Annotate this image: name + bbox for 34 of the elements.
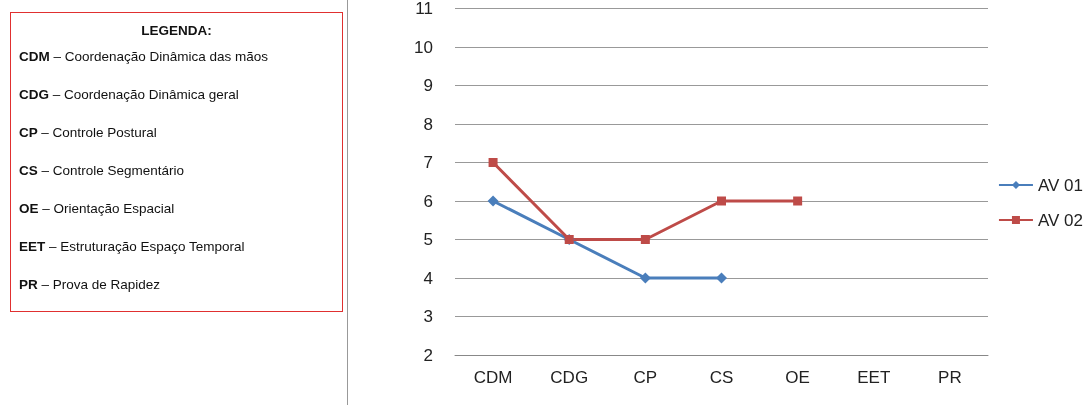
x-tick-label: CDM <box>473 368 513 387</box>
point <box>717 196 726 206</box>
point <box>487 195 499 207</box>
text: EET – Estruturação Espaço Temporal <box>19 238 246 256</box>
y-tick-label: 8 <box>423 114 433 134</box>
point <box>640 235 650 244</box>
x-tick-label: PR <box>938 368 962 387</box>
y-tick-label: 2 <box>423 345 433 365</box>
y-tick-label: 11 <box>415 0 433 18</box>
x-tick-label: CS <box>709 368 734 387</box>
point <box>488 158 498 167</box>
y-tick-label: 7 <box>423 153 433 172</box>
x-tick-label: EET <box>857 368 891 387</box>
point <box>716 272 727 284</box>
point <box>793 196 803 206</box>
text: CDM – Coordenação Dinâmica das mãos <box>19 48 270 66</box>
x-tick-label: CDG <box>550 368 589 387</box>
text: CP – Controle Postural <box>19 124 158 142</box>
point <box>639 272 651 284</box>
x-tick-label: CP <box>633 368 658 387</box>
text: OE – Orientação Espacial <box>19 200 176 218</box>
y-tick-label: 10 <box>414 37 433 57</box>
text: PR – Prova de Rapidez <box>19 276 162 294</box>
y-tick-label: 3 <box>423 307 433 326</box>
y-tick-label: 5 <box>423 230 433 249</box>
legend-label: AV 02 <box>1037 210 1084 230</box>
text: CS – Controle Segmentário <box>19 162 186 180</box>
y-tick-label: 9 <box>423 76 433 95</box>
y-tick-label: 4 <box>423 268 433 288</box>
legend-title: LEGENDA: <box>140 23 213 38</box>
legend-label: AV 01 <box>1037 175 1084 195</box>
y-tick-label: 6 <box>423 191 433 211</box>
text: CDG – Coordenação Dinâmica geral <box>19 86 240 104</box>
x-tick-label: OE <box>785 368 810 387</box>
